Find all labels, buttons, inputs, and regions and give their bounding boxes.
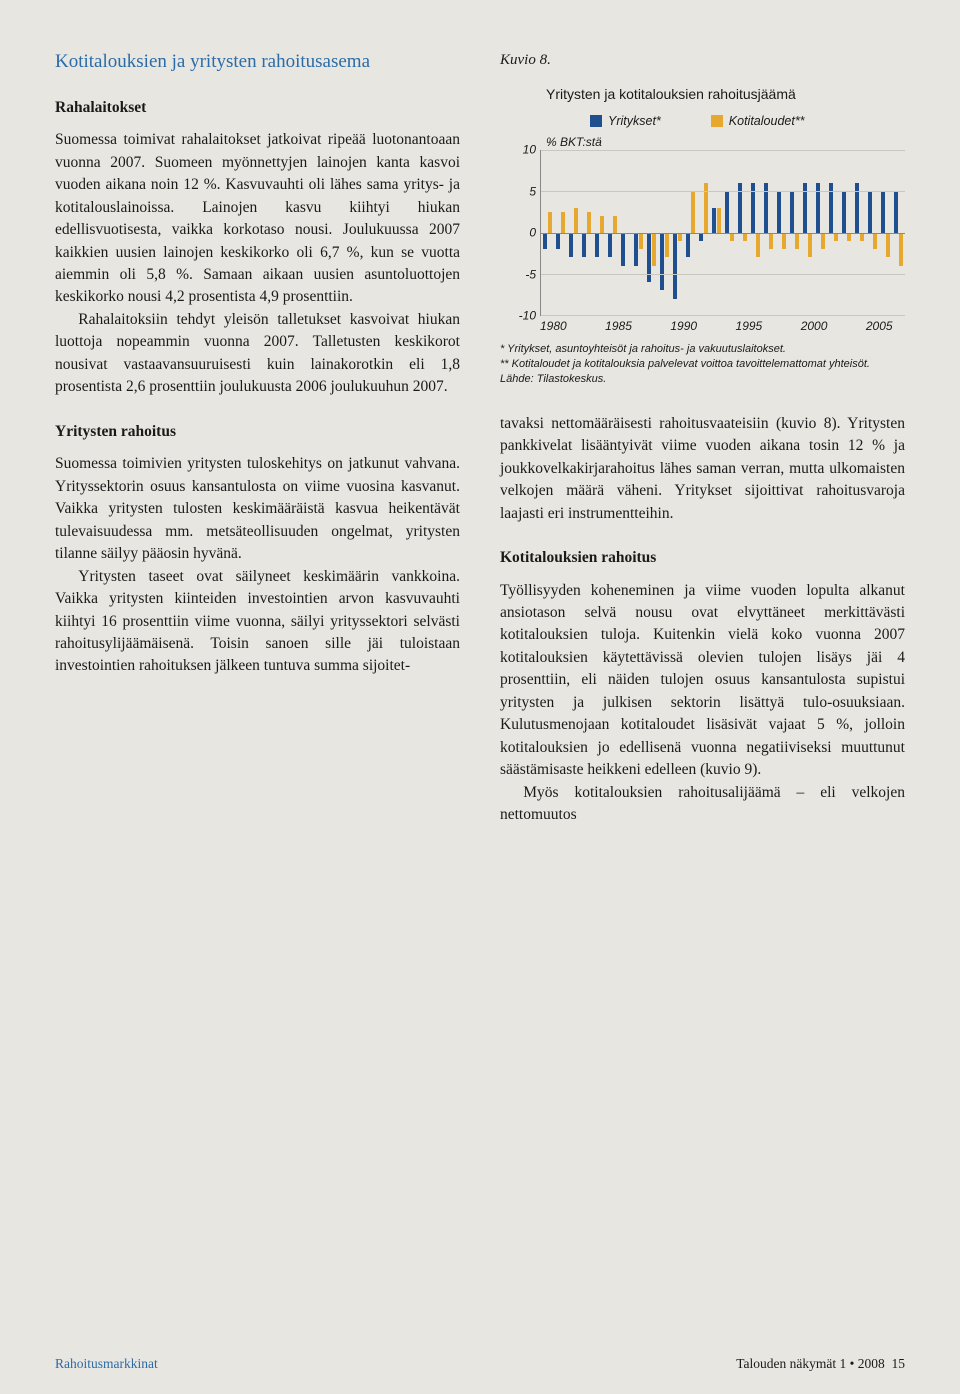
chart-footnotes: * Yritykset, asuntoyhteisöt ja rahoitus-… (500, 342, 905, 387)
bar-b (756, 233, 761, 258)
bar-b (821, 233, 826, 250)
y-tick-label: 5 (529, 183, 536, 200)
gridline (541, 191, 905, 192)
figure-label: Kuvio 8. (500, 50, 905, 72)
bar-b (548, 212, 553, 233)
section-title: Kotitalouksien ja yritysten rahoitusasem… (55, 50, 460, 75)
x-tick-label: 1990 (670, 318, 735, 336)
bar-a (725, 191, 730, 232)
bar-b (613, 216, 618, 233)
x-axis: 198019851990199520002005 (540, 318, 905, 336)
bar-b (886, 233, 891, 258)
legend-item-b: Kotitaloudet** (711, 112, 805, 130)
bar-b (899, 233, 904, 266)
bar-b (652, 233, 657, 266)
bar-b (665, 233, 670, 258)
footer-section-name: Rahoitusmarkkinat (55, 1356, 158, 1372)
bar-b (561, 212, 566, 233)
bar-b (873, 233, 878, 250)
bar-a (569, 233, 574, 258)
bar-a (582, 233, 587, 258)
bar-b (769, 233, 774, 250)
bar-b (717, 208, 722, 233)
paragraph: Rahalaitoksiin tehdyt yleisön talletukse… (55, 309, 460, 399)
legend-label-b: Kotitaloudet** (729, 112, 805, 130)
legend-swatch-a (590, 115, 602, 127)
footer-pub-text: Talouden näkymät 1 • 2008 (736, 1356, 885, 1371)
gridline (541, 150, 905, 151)
bar-b (600, 216, 605, 233)
chart-title: Yritysten ja kotitalouksien rahoitusjääm… (546, 84, 905, 104)
bar-a (595, 233, 600, 258)
plot-area (540, 150, 905, 316)
y-tick-label: -5 (525, 266, 536, 283)
bar-b (743, 233, 748, 241)
bar-a (881, 191, 886, 232)
y-axis-label: % BKT:stä (546, 134, 602, 151)
legend-label-a: Yritykset* (608, 112, 661, 130)
paragraph: Suomessa toimivat rahalaitokset jatkoiva… (55, 129, 460, 309)
footer-publication: Talouden näkymät 1 • 2008 15 (736, 1356, 905, 1372)
paragraph: Yritysten taseet ovat säilyneet keskimää… (55, 566, 460, 678)
bar-a (543, 233, 548, 250)
bar-b (795, 233, 800, 250)
bar-b (574, 208, 579, 233)
subheading-kotitalouksien-rahoitus: Kotitalouksien rahoitus (500, 547, 905, 569)
bar-b (847, 233, 852, 241)
footnote-2: ** Kotitaloudet ja kotitalouksia palvele… (500, 357, 905, 372)
bar-a (686, 233, 691, 258)
x-tick-label: 1980 (540, 318, 605, 336)
bar-a (790, 191, 795, 232)
bar-a (894, 191, 899, 232)
bar-b (860, 233, 865, 241)
x-tick-label: 1995 (736, 318, 801, 336)
y-tick-label: 10 (523, 141, 536, 158)
gridline (541, 274, 905, 275)
bar-b (730, 233, 735, 241)
gridline (541, 315, 905, 316)
chart-container: Yritysten ja kotitalouksien rahoitusjääm… (500, 84, 905, 387)
bar-a (608, 233, 613, 258)
bar-b (782, 233, 787, 250)
y-tick-label: 0 (529, 224, 536, 241)
bar-a (868, 191, 873, 232)
bar-a (777, 191, 782, 232)
bar-b (587, 212, 592, 233)
subheading-yritysten-rahoitus: Yritysten rahoitus (55, 421, 460, 443)
footnote-1: * Yritykset, asuntoyhteisöt ja rahoitus-… (500, 342, 905, 357)
bar-a (699, 233, 704, 241)
bar-a (842, 191, 847, 232)
footer-page-number: 15 (892, 1356, 906, 1371)
bar-b (691, 191, 696, 232)
bar-a (673, 233, 678, 299)
paragraph: Työllisyyden koheneminen ja viime vuoden… (500, 580, 905, 782)
chart-legend: Yritykset* Kotitaloudet** (590, 112, 905, 130)
paragraph: Myös kotitalouksien rahoitusalijäämä – e… (500, 782, 905, 827)
bar-a (621, 233, 626, 266)
bar-b (678, 233, 683, 241)
x-tick-label: 2005 (866, 318, 905, 336)
y-axis: -10-50510 (500, 150, 540, 316)
paragraph: Suomessa toimivien yritysten tuloskehity… (55, 453, 460, 565)
footnote-3: Lähde: Tilastokeskus. (500, 372, 905, 387)
subheading-rahalaitokset: Rahalaitokset (55, 97, 460, 119)
zero-line (541, 233, 905, 234)
legend-swatch-b (711, 115, 723, 127)
bar-a (556, 233, 561, 250)
bar-chart: % BKT:stä -10 -5 0 5 10 19801985199019952000… (500, 136, 905, 336)
page-footer: Rahoitusmarkkinat Talouden näkymät 1 • 2… (55, 1356, 905, 1372)
legend-item-a: Yritykset* (590, 112, 661, 130)
paragraph: tavaksi nettomääräisesti rahoitusvaateis… (500, 413, 905, 525)
bar-b (808, 233, 813, 258)
x-tick-label: 2000 (801, 318, 866, 336)
bar-b (639, 233, 644, 250)
bar-b (834, 233, 839, 241)
y-tick-label: -10 (519, 307, 536, 324)
x-tick-label: 1985 (605, 318, 670, 336)
